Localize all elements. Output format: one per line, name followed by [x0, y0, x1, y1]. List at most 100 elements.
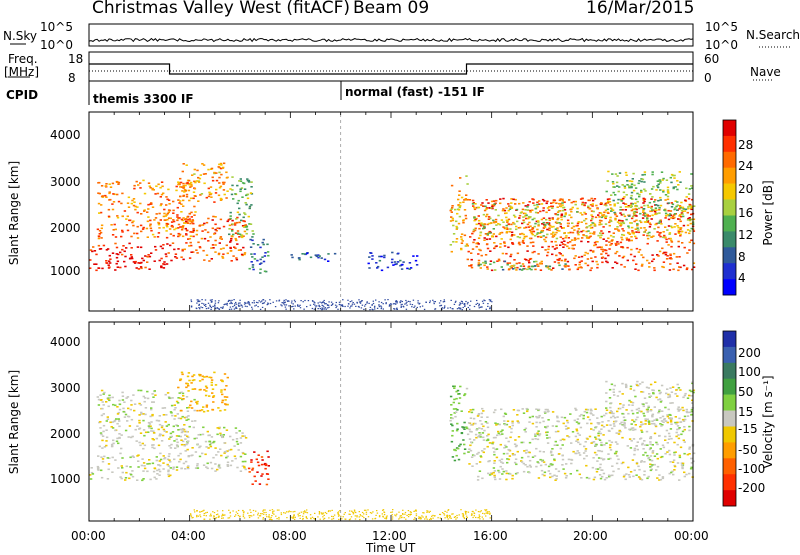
data-cell — [143, 465, 146, 467]
data-cell — [524, 464, 527, 466]
data-cell — [563, 265, 566, 267]
data-cell — [616, 416, 619, 418]
speckle-dot — [200, 510, 203, 513]
speckle-dot — [453, 516, 456, 518]
data-cell — [115, 262, 118, 265]
data-cell — [654, 424, 657, 427]
data-cell — [638, 383, 642, 385]
speckle-dot — [189, 513, 192, 515]
data-cell — [480, 222, 483, 224]
speckle-dot — [399, 302, 402, 304]
data-cell — [567, 265, 570, 267]
data-cell — [154, 245, 157, 248]
data-cell — [670, 245, 673, 248]
speckle-dot — [372, 309, 374, 311]
speckle-dot — [489, 306, 491, 308]
power-tick-8: 8 — [738, 250, 746, 264]
data-cell — [483, 237, 486, 239]
data-cell — [119, 452, 122, 455]
data-cell — [160, 426, 164, 429]
data-cell — [598, 223, 601, 226]
data-cell — [89, 259, 92, 261]
data-cell — [655, 441, 658, 444]
data-cell — [217, 253, 221, 256]
data-cell — [674, 186, 677, 188]
speckle-dot — [395, 308, 398, 310]
speckle-dot — [375, 299, 377, 301]
data-cell — [145, 227, 149, 230]
data-cell — [101, 460, 105, 463]
data-cell — [596, 422, 599, 424]
data-cell — [617, 190, 620, 193]
data-cell — [649, 455, 653, 457]
data-cell — [610, 383, 614, 386]
data-cell — [665, 241, 668, 243]
speckle-dot — [443, 306, 446, 308]
data-cell — [676, 408, 680, 410]
data-cell — [183, 424, 186, 426]
data-cell — [489, 232, 492, 234]
speckle-dot — [238, 302, 240, 304]
data-cell — [467, 451, 470, 453]
data-cell — [173, 418, 176, 420]
data-cell — [622, 416, 626, 419]
data-cell — [190, 251, 193, 253]
speckle-dot — [488, 299, 491, 301]
data-cell — [238, 430, 241, 432]
speckle-dot — [356, 516, 358, 518]
data-cell — [169, 447, 173, 449]
data-cell — [623, 196, 626, 198]
speckle-dot — [290, 516, 292, 518]
data-cell — [584, 441, 587, 443]
data-cell — [654, 207, 658, 209]
data-cell — [678, 266, 681, 268]
speckle-dot — [371, 518, 374, 520]
data-cell — [637, 182, 640, 185]
data-cell — [648, 222, 651, 224]
data-cell — [566, 245, 569, 248]
data-cell — [495, 199, 498, 202]
data-cell — [552, 225, 555, 228]
data-cell — [470, 411, 474, 414]
speckle-dot — [440, 300, 442, 302]
data-cell — [681, 467, 684, 470]
data-cell — [545, 202, 548, 205]
speckle-dot — [340, 304, 342, 307]
data-cell — [104, 194, 107, 197]
data-cell — [542, 207, 545, 209]
speckle-dot — [203, 303, 205, 305]
data-cell — [658, 220, 662, 223]
data-cell — [635, 237, 638, 240]
data-cell — [532, 245, 535, 247]
data-cell — [238, 180, 241, 182]
data-cell — [236, 443, 240, 445]
data-cell — [102, 244, 106, 247]
data-cell — [531, 218, 534, 221]
data-cell — [518, 241, 521, 244]
data-cell — [141, 442, 144, 445]
data-cell — [456, 422, 459, 425]
scatter-region-10 — [471, 202, 695, 240]
colorbar-swatch — [723, 231, 736, 248]
data-cell — [647, 421, 651, 424]
data-cell — [241, 460, 245, 463]
data-cell — [452, 401, 455, 404]
data-cell — [140, 389, 143, 392]
speckle-dot — [269, 299, 271, 301]
data-cell — [125, 218, 128, 220]
scatter-region-5 — [248, 238, 270, 274]
data-cell — [248, 205, 252, 208]
data-cell — [692, 242, 696, 245]
data-cell — [409, 267, 413, 269]
data-cell — [475, 436, 478, 439]
data-cell — [165, 230, 168, 232]
speckle-dot — [462, 516, 464, 518]
speckle-dot — [441, 512, 444, 514]
speckle-dot — [272, 512, 274, 514]
data-cell — [202, 464, 206, 466]
data-cell — [610, 239, 614, 242]
data-cell — [124, 479, 127, 481]
data-cell — [554, 468, 558, 470]
data-cell — [633, 220, 636, 223]
data-cell — [170, 443, 173, 446]
